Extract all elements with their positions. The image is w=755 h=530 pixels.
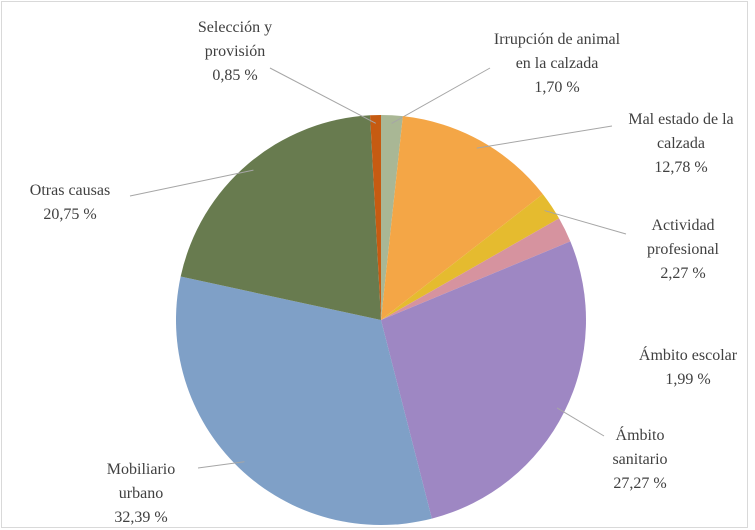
- data-label: Otras causas 20,75 %: [10, 179, 130, 227]
- pie-slice: [381, 115, 403, 320]
- pie-slice: [381, 194, 560, 320]
- leader-line: [197, 461, 245, 469]
- leader-line: [129, 169, 254, 197]
- value-label: 1,99 %: [665, 371, 711, 388]
- data-label: Irrupción de animal en la calzada 1,70 %: [492, 28, 622, 100]
- leader-line: [544, 210, 627, 235]
- category-label: Ámbito sanitario: [612, 427, 668, 468]
- data-label: Actividad profesional 2,27 %: [623, 214, 743, 286]
- pie-slice: [381, 116, 543, 320]
- leader-line: [476, 125, 613, 149]
- category-label: Selección y provisión: [197, 19, 273, 60]
- leader-line: [269, 67, 376, 124]
- data-label: Mobiliario urbano 32,39 %: [86, 458, 196, 530]
- category-label: Mobiliario urbano: [106, 461, 176, 502]
- value-label: 32,39 %: [114, 509, 168, 526]
- pie-slice: [381, 241, 586, 519]
- category-label: Ámbito escolar: [638, 347, 738, 364]
- pie-slice: [176, 276, 432, 525]
- data-label: Ámbito escolar 1,99 %: [618, 344, 755, 392]
- category-label: Irrupción de animal en la calzada: [493, 31, 621, 72]
- value-label: 0,85 %: [212, 67, 258, 84]
- leader-line: [391, 67, 491, 124]
- data-label: Selección y provisión 0,85 %: [170, 16, 300, 88]
- pie-slice: [370, 115, 381, 320]
- category-label: Otras causas: [29, 182, 111, 199]
- pie-slice: [381, 218, 571, 320]
- value-label: 27,27 %: [613, 475, 667, 492]
- data-label: Ámbito sanitario 27,27 %: [590, 424, 690, 496]
- pie-slice: [180, 115, 381, 320]
- data-label: Mal estado de la calzada 12,78 %: [621, 108, 741, 180]
- value-label: 2,27 %: [660, 265, 706, 282]
- category-label: Mal estado de la calzada: [628, 111, 734, 152]
- leader-line: [556, 407, 605, 437]
- value-label: 20,75 %: [43, 206, 97, 223]
- category-label: Actividad profesional: [647, 217, 719, 258]
- value-label: 1,70 %: [534, 79, 580, 96]
- value-label: 12,78 %: [654, 159, 708, 176]
